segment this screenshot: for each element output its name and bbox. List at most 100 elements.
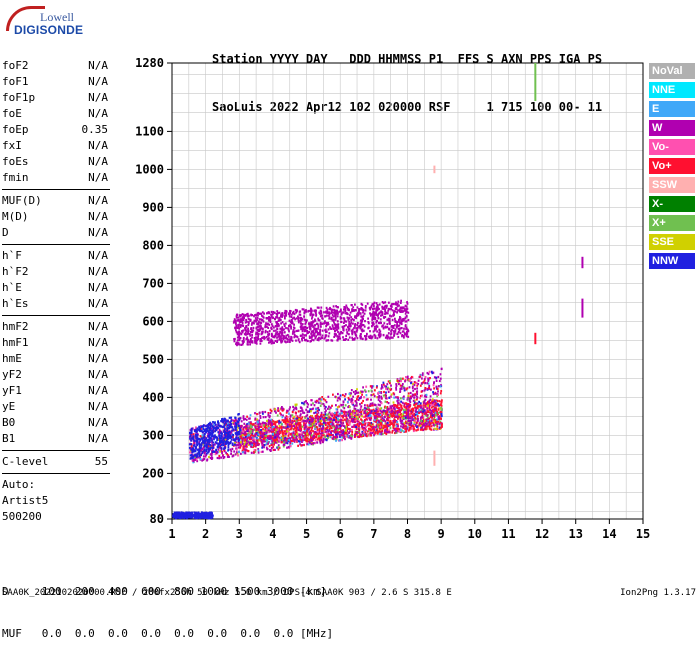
- echo-point: [237, 324, 239, 326]
- echo-point: [419, 423, 421, 425]
- echo-point: [312, 331, 314, 333]
- echo-point: [352, 332, 354, 334]
- echo-point: [351, 416, 353, 418]
- echo-point: [383, 327, 385, 329]
- echo-point: [376, 302, 378, 304]
- echo-point: [401, 388, 403, 390]
- echo-point: [360, 405, 362, 407]
- echo-point: [254, 438, 256, 440]
- echo-point: [426, 407, 428, 409]
- echo-point: [295, 414, 297, 416]
- echo-point: [234, 338, 236, 340]
- echo-point: [396, 411, 398, 413]
- echo-point: [409, 386, 411, 388]
- x-tick-label: 11: [501, 527, 515, 541]
- echo-point: [269, 416, 271, 418]
- echo-point: [391, 333, 393, 335]
- echo-point: [433, 384, 435, 386]
- echo-point: [321, 396, 323, 398]
- echo-point: [345, 404, 347, 406]
- echo-point: [340, 309, 342, 311]
- echo-point: [400, 300, 402, 302]
- echo-point: [292, 414, 294, 416]
- echo-point: [265, 331, 267, 333]
- echo-point: [334, 417, 336, 419]
- echo-point: [393, 415, 395, 417]
- echo-point: [370, 434, 372, 436]
- echo-point: [233, 420, 235, 422]
- echo-point: [429, 371, 431, 373]
- echo-point: [306, 414, 308, 416]
- echo-point: [332, 324, 334, 326]
- echo-point: [331, 412, 333, 414]
- echo-point: [402, 402, 404, 404]
- echo-point: [409, 400, 411, 402]
- echo-point: [374, 389, 376, 391]
- echo-point: [395, 396, 397, 398]
- echo-point: [293, 409, 295, 411]
- echo-point: [385, 388, 387, 390]
- echo-point: [285, 312, 287, 314]
- echo-point: [281, 316, 283, 318]
- echo-point: [277, 407, 279, 409]
- echo-point: [379, 404, 381, 406]
- echo-point: [420, 411, 422, 413]
- echo-point: [360, 312, 362, 314]
- echo-point: [334, 310, 336, 312]
- echo-point: [353, 413, 355, 415]
- echo-point: [305, 434, 307, 436]
- echo-point: [440, 385, 442, 387]
- echo-point: [431, 410, 433, 412]
- echo-point: [242, 329, 244, 331]
- echo-point: [391, 315, 393, 317]
- echo-point: [242, 443, 244, 445]
- echo-point: [379, 329, 381, 331]
- echo-point: [324, 405, 326, 407]
- echo-point: [407, 377, 409, 379]
- echo-point: [292, 406, 294, 408]
- echo-point: [380, 392, 382, 394]
- echo-point: [440, 373, 442, 375]
- echo-point: [236, 342, 238, 344]
- echo-point: [281, 332, 283, 334]
- echo-point: [343, 400, 345, 402]
- echo-point: [385, 395, 387, 397]
- echo-point: [275, 325, 277, 327]
- echo-point: [322, 428, 324, 430]
- echo-point: [436, 428, 438, 430]
- echo-point: [257, 337, 259, 339]
- echo-point: [342, 419, 344, 421]
- echo-point: [349, 393, 351, 395]
- echo-point: [353, 391, 355, 393]
- echo-point: [370, 399, 372, 401]
- echo-point: [402, 331, 404, 333]
- echo-point: [394, 318, 396, 320]
- echo-point: [421, 382, 423, 384]
- echo-point: [296, 420, 298, 422]
- echo-point: [370, 313, 372, 315]
- echo-point: [310, 432, 312, 434]
- y-tick-label: 700: [142, 276, 164, 290]
- echo-point: [416, 398, 418, 400]
- echo-point: [411, 376, 413, 378]
- echo-point: [257, 421, 259, 423]
- echo-point: [358, 425, 360, 427]
- echo-point: [300, 426, 302, 428]
- echo-point: [217, 457, 219, 459]
- echo-point: [317, 407, 319, 409]
- echo-point: [402, 426, 404, 428]
- echo-point: [239, 447, 241, 449]
- echo-point: [348, 411, 350, 413]
- echo-point: [299, 441, 301, 443]
- echo-point: [272, 433, 274, 435]
- echo-point: [393, 424, 395, 426]
- echo-point: [289, 441, 291, 443]
- echo-point: [243, 437, 245, 439]
- echo-point: [314, 309, 316, 311]
- echo-point: [321, 423, 323, 425]
- echo-point: [299, 310, 301, 312]
- echo-point: [301, 432, 303, 434]
- echo-point: [340, 428, 342, 430]
- echo-point: [309, 442, 311, 444]
- echo-point: [415, 406, 417, 408]
